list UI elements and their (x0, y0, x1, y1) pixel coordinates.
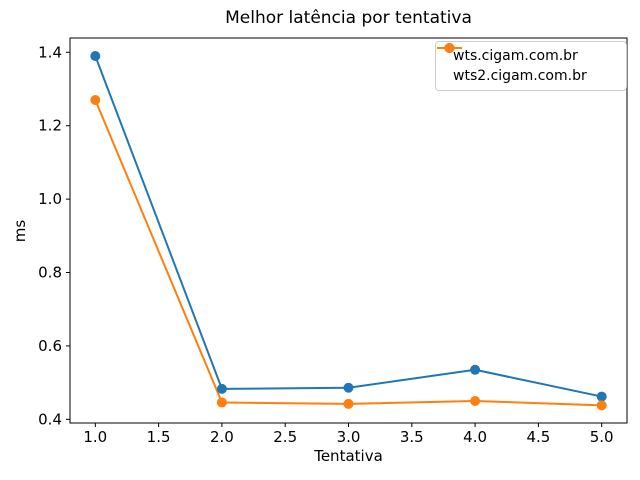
data-point-wts.cigam.com.br-x1 (90, 50, 101, 61)
x-tick-label: 4.5 (526, 428, 550, 446)
x-tick-label: 5.0 (590, 428, 614, 446)
data-point-wts.cigam.com.br-x5 (596, 391, 607, 402)
x-tick-label: 2.5 (273, 428, 297, 446)
x-axis-label: Tentativa (314, 447, 383, 465)
data-point-wts2.cigam.com.br-x1 (90, 95, 101, 106)
data-point-wts2.cigam.com.br-x2 (216, 397, 227, 408)
series-line-wts2.cigam.com.br (94, 99, 602, 407)
y-tick-label: 1.4 (38, 43, 62, 61)
y-tick-label: 1.2 (38, 117, 62, 135)
y-axis-label: ms (11, 219, 29, 243)
data-point-wts2.cigam.com.br-x3 (343, 398, 354, 409)
y-tick-label: 0.8 (38, 264, 62, 282)
data-point-wts.cigam.com.br-x4 (470, 364, 481, 375)
y-tick-label: 0.4 (38, 410, 62, 428)
data-point-wts.cigam.com.br-x3 (343, 382, 354, 393)
legend-entry-label: wts2.cigam.com.br (453, 68, 587, 84)
data-point-wts.cigam.com.br-x2 (216, 383, 227, 394)
data-point-wts2.cigam.com.br-x5 (596, 400, 607, 411)
legend-entry: wts.cigam.com.br (437, 43, 618, 66)
legend-line-marker-icon (437, 43, 462, 53)
x-tick-label: 3.0 (337, 428, 361, 446)
chart-title: Melhor latência por tentativa (225, 8, 472, 28)
x-tick-label: 2.0 (210, 428, 234, 446)
axes-frame (69, 37, 628, 424)
x-tick-label: 1.0 (83, 428, 107, 446)
x-tick-label: 3.5 (400, 428, 424, 446)
legend-entry-label: wts.cigam.com.br (453, 48, 578, 64)
legend-entry: wts2.cigam.com.br (437, 43, 618, 86)
y-tick-label: 0.6 (38, 337, 62, 355)
data-point-wts2.cigam.com.br-x4 (470, 395, 481, 406)
legend: wts.cigam.com.br wts2.cigam.com.br (435, 41, 627, 91)
x-tick-label: 4.0 (463, 428, 487, 446)
series-line-wts.cigam.com.br (94, 55, 602, 398)
x-tick-label: 1.5 (147, 428, 171, 446)
y-tick-label: 1.0 (38, 190, 62, 208)
